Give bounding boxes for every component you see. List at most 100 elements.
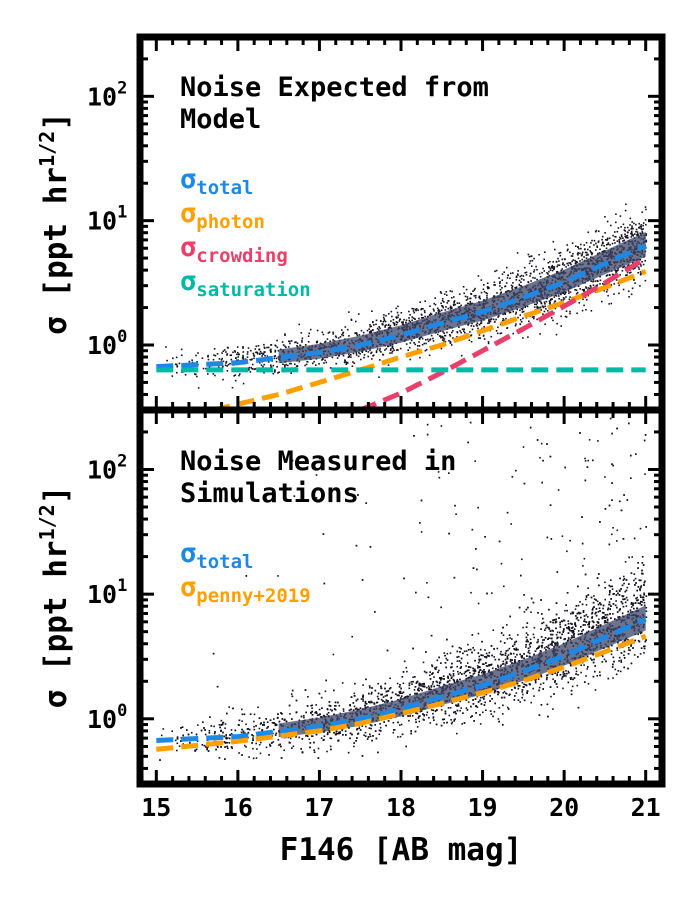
scatter-point [604, 598, 606, 601]
scatter-point [225, 736, 227, 738]
scatter-point [445, 657, 448, 660]
scatter-point [529, 260, 532, 262]
scatter-point [254, 368, 257, 370]
scatter-point [523, 266, 526, 269]
scatter-point [298, 323, 300, 326]
scatter-point [460, 331, 462, 334]
scatter-point [554, 248, 556, 251]
scatter-point [424, 315, 426, 318]
scatter-point [263, 351, 265, 353]
scatter-point [480, 291, 483, 294]
scatter-point [389, 352, 391, 354]
scatter-point [503, 319, 506, 322]
scatter-point [473, 289, 476, 291]
scatter-point [361, 725, 364, 727]
scatter-point [571, 242, 574, 244]
scatter-point [579, 260, 581, 262]
scatter-point [213, 348, 216, 350]
scatter-point [560, 292, 562, 295]
scatter-point [443, 340, 445, 342]
scatter-point [632, 268, 635, 270]
scatter-point [414, 308, 417, 311]
scatter-point [419, 710, 421, 713]
scatter-point [545, 678, 548, 681]
scatter-point [459, 306, 461, 308]
scatter-point [442, 305, 444, 308]
scatter-point [598, 252, 601, 254]
scatter-point [465, 670, 468, 672]
scatter-point [608, 237, 611, 240]
scatter-point [642, 263, 645, 266]
scatter-point [617, 282, 620, 284]
scatter-point [449, 340, 452, 343]
scatter-point [492, 667, 494, 670]
scatter-point [642, 224, 644, 227]
scatter-point [477, 275, 480, 277]
scatter-point [363, 356, 365, 359]
scatter-point [304, 344, 307, 346]
scatter-point [637, 272, 640, 274]
scatter-point [599, 625, 602, 628]
scatter-point [568, 298, 571, 301]
scatter-point [560, 269, 562, 272]
scatter-point [392, 321, 395, 324]
scatter-point [275, 357, 278, 360]
scatter-point [562, 297, 565, 299]
scatter-point [411, 319, 413, 322]
scatter-point [452, 304, 455, 307]
scatter-point [469, 675, 472, 677]
scatter-point [421, 337, 424, 340]
scatter-point [627, 264, 630, 266]
scatter-point [416, 348, 419, 351]
scatter-point [204, 733, 207, 736]
scatter-point [390, 320, 392, 322]
scatter-point [550, 298, 552, 301]
scatter-point [605, 239, 607, 241]
scatter-point [338, 704, 341, 707]
scatter-point [499, 288, 502, 291]
scatter-point [580, 243, 582, 246]
scatter-point [577, 257, 580, 260]
scatter-point [329, 708, 332, 711]
scatter-point [545, 646, 548, 648]
scatter-point [358, 334, 361, 336]
scatter-point [428, 687, 431, 689]
scatter-point [287, 736, 290, 739]
scatter-point [587, 231, 590, 234]
scatter-point [424, 300, 426, 302]
scatter-point [422, 316, 424, 319]
scatter-point [284, 333, 286, 335]
scatter-point [543, 301, 546, 304]
scatter-point [635, 223, 637, 226]
scatter-point [512, 310, 514, 313]
scatter-point [583, 288, 585, 291]
scatter-point [502, 313, 504, 316]
scatter-point [459, 709, 461, 712]
scatter-point [639, 589, 641, 592]
scatter-point [426, 316, 429, 318]
scatter-point [235, 357, 237, 359]
scatter-point [362, 331, 365, 334]
scatter-point [476, 706, 479, 708]
scatter-point [505, 317, 507, 320]
scatter-point [635, 230, 637, 233]
scatter-point [644, 580, 646, 582]
scatter-point [584, 460, 587, 462]
scatter-point [411, 316, 413, 318]
scatter-point [249, 358, 251, 361]
scatter-point [375, 319, 378, 322]
scatter-point [549, 299, 552, 302]
scatter-point [566, 550, 568, 553]
scatter-point [166, 359, 168, 362]
scatter-point [602, 655, 604, 658]
scatter-point [567, 620, 570, 622]
scatter-point [420, 684, 422, 687]
scatter-point [397, 316, 399, 318]
scatter-point [501, 273, 504, 275]
scatter-point [577, 674, 579, 676]
scatter-point [234, 351, 236, 353]
scatter-point [238, 752, 240, 754]
scatter-point [503, 312, 506, 315]
scatter-point [517, 685, 520, 687]
